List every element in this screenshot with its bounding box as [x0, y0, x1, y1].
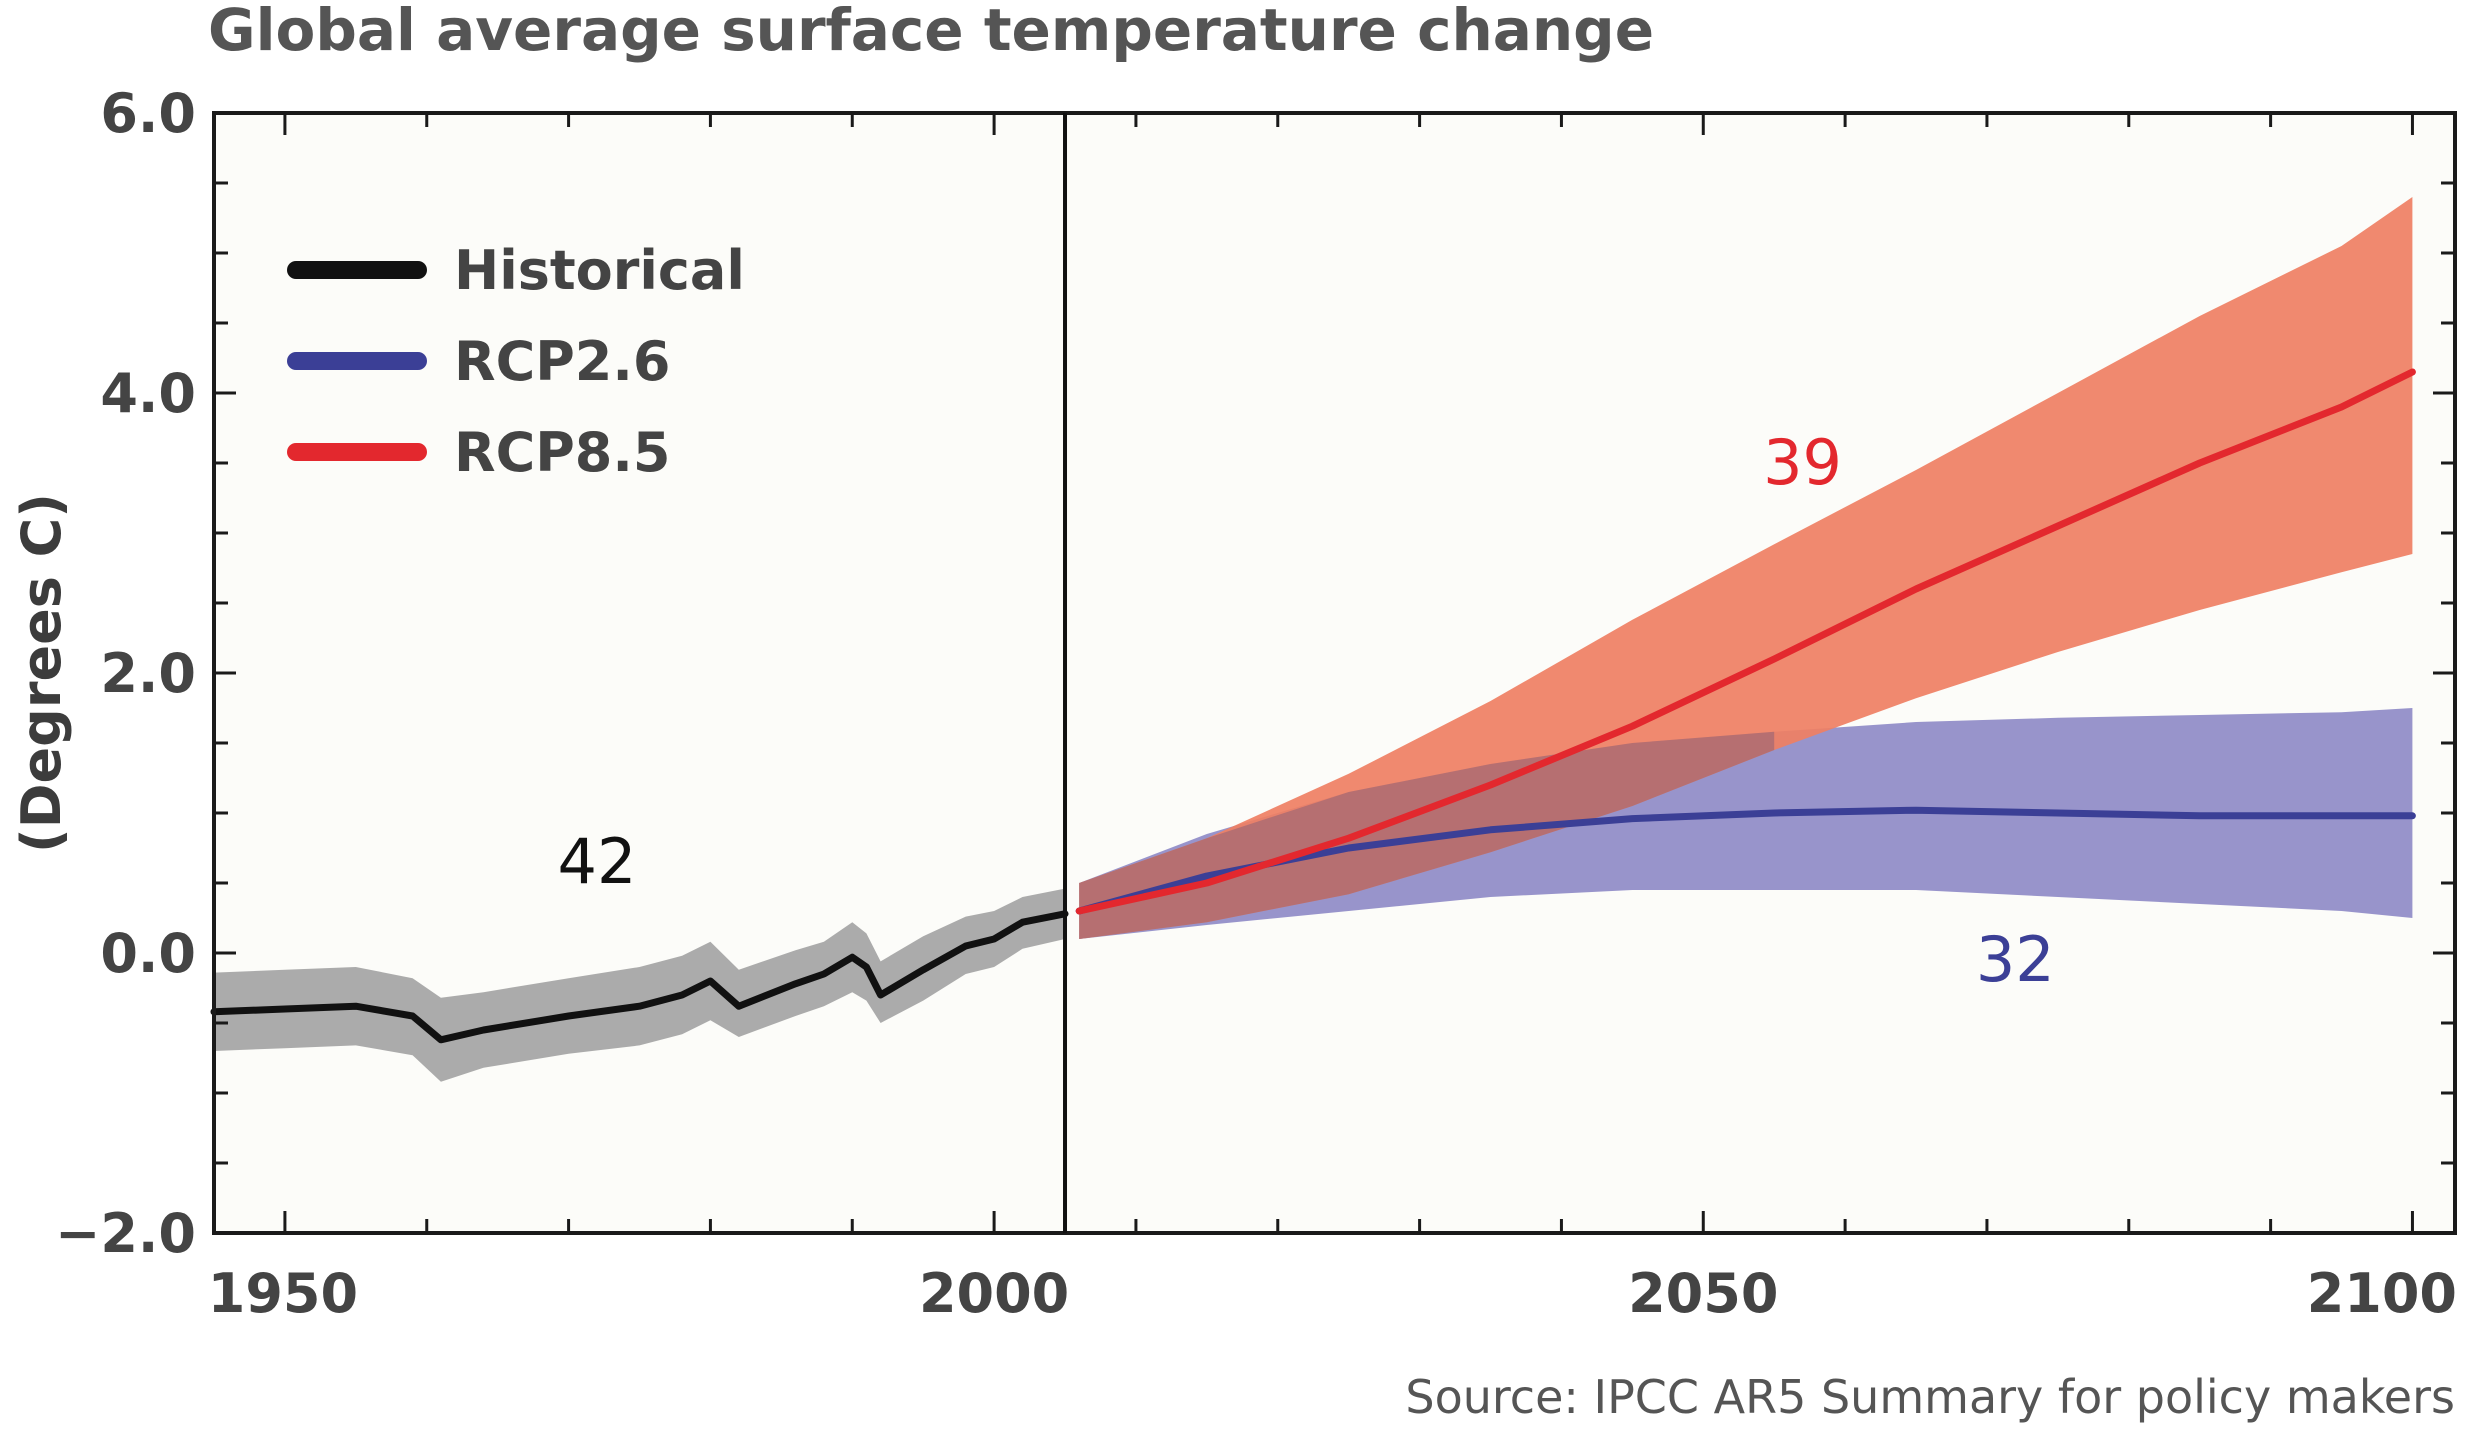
- x-tick-label: 2000: [919, 1262, 1069, 1325]
- model-count-labels: 42 32 39: [558, 426, 2055, 996]
- y-tick-label: 6.0: [100, 82, 196, 145]
- chart-title: Global average surface temperature chang…: [208, 0, 1654, 64]
- band-rcp85: [1079, 197, 2413, 939]
- y-tick-label: 4.0: [100, 362, 196, 425]
- series-line-rcp26: [1075, 806, 2416, 915]
- x-tick-label: 2100: [2307, 1262, 2457, 1325]
- series-line-historical: [210, 910, 1069, 1044]
- legend-label-historical: Historical: [454, 239, 745, 302]
- y-axis-label: (Degrees C): [10, 493, 73, 853]
- tick-labels: 1950 2000 2050 2100 6.0 4.0 2.0 0.0 −2.0: [55, 82, 2457, 1325]
- source-note: Source: IPCC AR5 Summary for policy make…: [1405, 1370, 2455, 1424]
- y-tick-label: 0.0: [100, 922, 196, 985]
- series-lines: [210, 368, 2416, 1044]
- model-count-rcp26: 32: [1976, 923, 2055, 996]
- legend: Historical RCP2.6 RCP8.5: [287, 239, 745, 484]
- x-tick-label: 2050: [1628, 1262, 1778, 1325]
- y-tick-label: 2.0: [100, 642, 196, 705]
- x-tick-label: 1950: [208, 1262, 358, 1325]
- model-count-historical: 42: [558, 825, 637, 898]
- axis-ticks: [214, 111, 2455, 1235]
- model-count-rcp85: 39: [1763, 426, 1842, 499]
- band-historical: [214, 888, 1065, 1082]
- band-rcp26: [1079, 708, 2413, 939]
- legend-label-rcp85: RCP8.5: [454, 421, 670, 484]
- plot-frame: [212, 111, 2457, 1235]
- y-tick-label: −2.0: [55, 1202, 196, 1265]
- series-line-rcp85: [1075, 368, 2416, 915]
- legend-label-rcp26: RCP2.6: [454, 330, 670, 393]
